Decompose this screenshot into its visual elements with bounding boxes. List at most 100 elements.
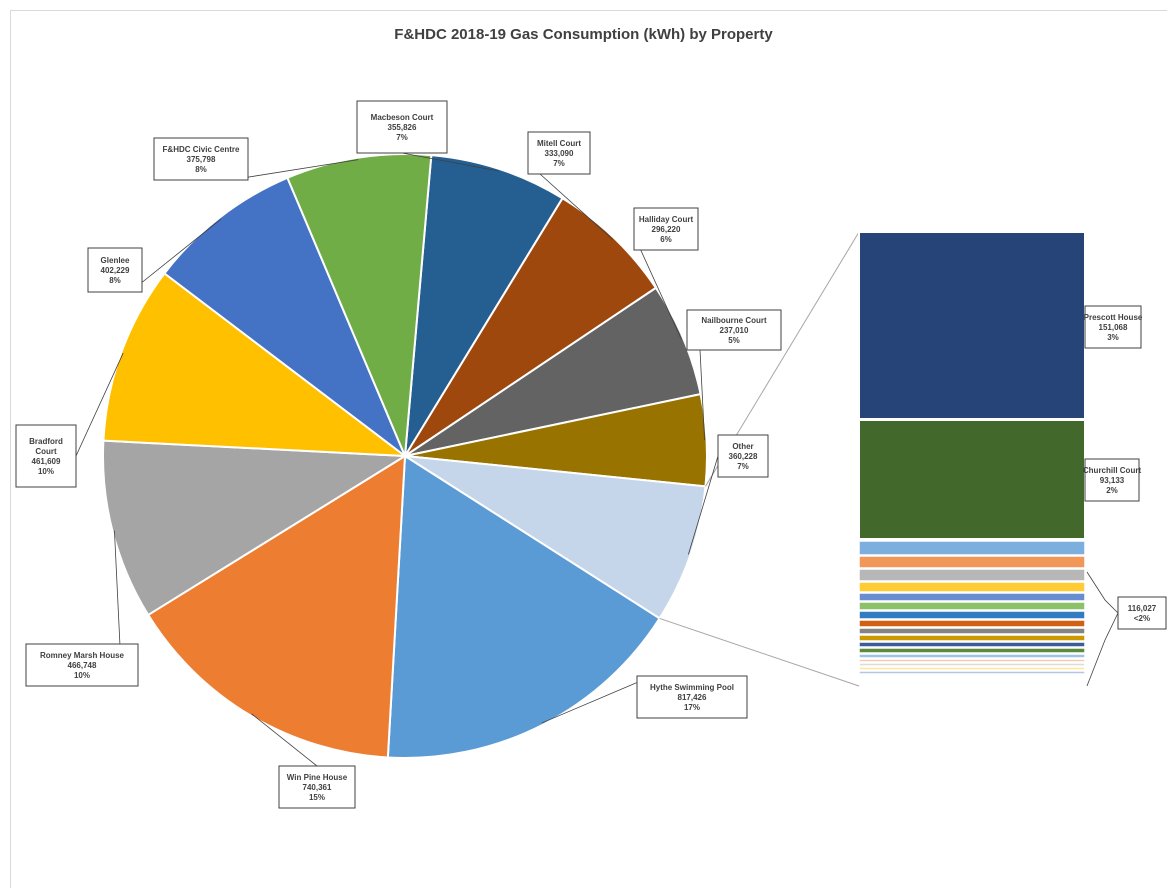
bar-segment-small <box>858 581 1086 593</box>
label-pct: 7% <box>553 159 565 168</box>
bar-segment-small <box>858 662 1086 667</box>
leader-line <box>401 152 499 172</box>
label-value: 402,229 <box>101 266 130 275</box>
label-value: 360,228 <box>729 452 758 461</box>
bar-segment-small <box>858 634 1086 642</box>
bar-segment-small <box>858 555 1086 569</box>
leader-line-small-top <box>1086 571 1119 614</box>
connector-line-bottom <box>659 617 860 687</box>
pie-slice-hythe-swimming-pool <box>386 454 661 759</box>
pie-slice-mitell-court <box>404 196 658 457</box>
label-value: 93,133 <box>1100 476 1125 485</box>
leader-line <box>541 676 651 724</box>
bar-segment-small <box>858 627 1086 635</box>
label-value: 151,068 <box>1099 323 1128 332</box>
label-pct: 2% <box>1106 486 1118 495</box>
label-pct: 5% <box>728 336 740 345</box>
pie-slice-halliday-court <box>404 286 702 457</box>
label-value: 740,361 <box>303 783 332 792</box>
label-pct: 17% <box>684 703 700 712</box>
label-pct: 15% <box>309 793 325 802</box>
label-pct: 10% <box>74 671 90 680</box>
data-label-other-small: 116,027<2% <box>1117 596 1167 630</box>
pie-slice-romney-marsh-house <box>102 439 409 617</box>
label-value: 237,010 <box>720 326 749 335</box>
pie-slice-glenlee <box>163 176 408 460</box>
label-name: Nailbourne Court <box>701 316 767 325</box>
bar-segment-prescott-house <box>858 231 1086 420</box>
label-value: 817,426 <box>678 693 707 702</box>
label-value: 355,826 <box>388 123 417 132</box>
bar-segment-small <box>858 647 1086 654</box>
bar-segment-small <box>858 568 1086 582</box>
bar-segment-small <box>858 592 1086 602</box>
label-pct: <2% <box>1134 614 1150 623</box>
pie-slice-other <box>404 455 707 620</box>
label-name: F&HDC Civic Centre <box>163 145 240 154</box>
label-name: Churchill Court <box>1083 466 1142 475</box>
bar-segment-small <box>858 601 1086 611</box>
leader-line <box>687 455 719 555</box>
leader-line <box>251 713 318 767</box>
label-name: Prescott House <box>1084 313 1143 322</box>
bar-segment-churchill-court <box>858 419 1086 540</box>
pie-slice-win-pine-house <box>146 454 407 759</box>
label-value: 333,090 <box>545 149 574 158</box>
label-name: Win Pine House <box>287 773 348 782</box>
bar-segment-small <box>858 653 1086 659</box>
label-name: Other <box>732 442 753 451</box>
label-name: Hythe Swimming Pool <box>650 683 734 692</box>
label-name: 116,027 <box>1128 604 1157 613</box>
label-name: Macbeson Court <box>371 113 434 122</box>
label-name: Halliday Court <box>639 215 694 224</box>
bar-segment-small <box>858 610 1086 620</box>
label-pct: 7% <box>737 462 749 471</box>
label-value: 466,748 <box>68 661 97 670</box>
label-name: Glenlee <box>101 256 130 265</box>
label-value: Court <box>35 447 57 456</box>
pie-slice-macbeson-court <box>404 154 564 457</box>
bar-segment-small <box>858 641 1086 648</box>
leader-line <box>75 352 124 457</box>
label-pct: 8% <box>109 276 121 285</box>
label-value: 375,798 <box>187 155 216 164</box>
label-pct: 10% <box>38 467 54 476</box>
leader-line <box>637 243 682 340</box>
leader-line <box>539 173 613 240</box>
leader-line <box>699 349 705 441</box>
label-value: 461,609 <box>32 457 61 466</box>
label-pct: 8% <box>195 165 207 174</box>
leader-line <box>114 530 121 647</box>
chart-title: F&HDC 2018-19 Gas Consumption (kWh) by P… <box>394 26 773 43</box>
bar-segment-small <box>858 619 1086 628</box>
pie-slice-fandhdc-civic-centre <box>286 153 433 457</box>
label-pct: 3% <box>1107 333 1119 342</box>
bar-segment-small <box>858 666 1086 671</box>
bar-segment-small <box>858 670 1086 675</box>
chart-frame <box>10 10 1167 888</box>
bar-segment-small <box>858 540 1086 556</box>
label-name: Romney Marsh House <box>40 651 125 660</box>
pie-slice-bradford-court <box>102 271 409 458</box>
leader-line <box>229 159 359 181</box>
label-pct: 7% <box>396 133 408 142</box>
label-name: Mitell Court <box>537 139 581 148</box>
label-pct: 6% <box>660 235 672 244</box>
leader-line <box>129 218 222 293</box>
label-value: 296,220 <box>652 225 681 234</box>
bar-segment-small <box>858 658 1086 663</box>
